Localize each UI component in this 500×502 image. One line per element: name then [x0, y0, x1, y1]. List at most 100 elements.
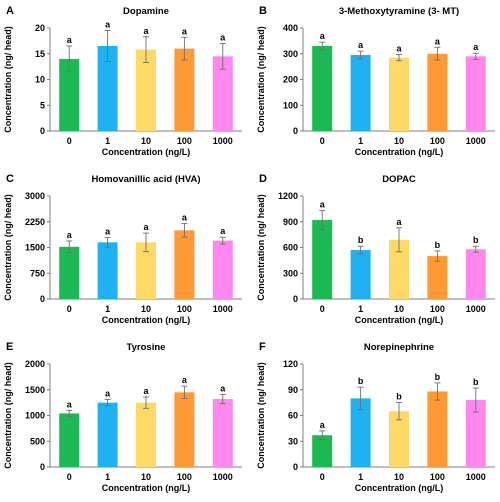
- bar-10: [136, 242, 156, 299]
- x-tick-label: 1000: [213, 304, 233, 314]
- y-tick-label: 3000: [25, 191, 45, 201]
- bar-1000: [465, 249, 486, 299]
- bar-1000: [465, 400, 486, 467]
- bar-10: [136, 402, 156, 467]
- bar-100: [427, 256, 448, 299]
- significance-label: a: [143, 26, 149, 36]
- x-tick-label: 0: [320, 136, 325, 146]
- significance-label: b: [435, 372, 441, 382]
- bar-10: [389, 411, 409, 467]
- significance-label: a: [220, 226, 226, 236]
- y-tick-label: 300: [283, 49, 298, 59]
- chart-panel-c: C Homovanillic acid (HVA) Concentration (n…: [3, 173, 242, 325]
- x-tick-label: 0: [67, 136, 72, 146]
- significance-label: a: [182, 212, 188, 222]
- y-tick-label: 300: [283, 268, 298, 278]
- x-tick-label: 1000: [213, 136, 233, 146]
- chart-title: Norepinephrine: [364, 342, 434, 353]
- y-tick-label: 90: [288, 385, 298, 395]
- y-tick-label: 30: [288, 436, 298, 446]
- bar-0: [59, 413, 80, 467]
- panel-letter: E: [6, 341, 13, 353]
- chart-panel-d: D DOPAC Concentration (ng/ head) 0 300 600 900…: [256, 173, 495, 325]
- y-tick-label: 0: [293, 294, 298, 304]
- y-axis-label: Concentration (ng/ head): [256, 194, 266, 301]
- y-tick-label: 400: [283, 23, 298, 33]
- x-tick-label: 0: [320, 472, 325, 482]
- y-tick-label: 0: [40, 126, 45, 136]
- x-tick-label: 1000: [466, 136, 486, 146]
- x-tick-label: 100: [177, 136, 192, 146]
- bar-1000: [465, 56, 486, 132]
- bar-10: [389, 57, 409, 131]
- y-tick-label: 1500: [25, 243, 45, 253]
- chart-panel-f: F Norepinephrine Concentration (ng/ head) 0…: [256, 341, 495, 493]
- y-axis-label: Concentration (ng/ head): [3, 26, 13, 133]
- significance-label: b: [358, 235, 364, 245]
- bar-1000: [212, 240, 233, 299]
- significance-label: a: [143, 386, 149, 396]
- bar-1000: [212, 399, 233, 467]
- y-tick-label: 100: [283, 100, 298, 110]
- bar-100: [174, 230, 195, 299]
- y-tick-label: 2250: [25, 217, 45, 227]
- bar-1: [350, 250, 371, 299]
- bar-0: [59, 58, 80, 131]
- x-tick-label: 100: [430, 304, 445, 314]
- bar-0: [59, 246, 80, 299]
- significance-label: a: [105, 20, 111, 30]
- y-tick-label: 600: [283, 243, 298, 253]
- significance-label: a: [320, 31, 326, 41]
- panel-letter: A: [6, 5, 14, 17]
- significance-label: a: [320, 420, 326, 430]
- x-tick-label: 1000: [466, 472, 486, 482]
- y-tick-label: 900: [283, 217, 298, 227]
- x-tick-label: 1: [105, 136, 110, 146]
- x-tick-label: 10: [141, 304, 151, 314]
- significance-label: a: [320, 200, 326, 210]
- bar-1: [350, 55, 371, 131]
- x-axis-label: Concentration (ng/L): [102, 483, 191, 493]
- panel-letter: B: [259, 5, 267, 17]
- panel-letter: D: [259, 173, 267, 185]
- y-tick-label: 500: [30, 436, 45, 446]
- significance-label: a: [220, 383, 226, 393]
- x-axis-label: Concentration (ng/L): [355, 147, 444, 157]
- bar-1: [97, 242, 118, 299]
- x-tick-label: 10: [394, 136, 404, 146]
- significance-label: b: [435, 240, 441, 250]
- y-tick-label: 15: [35, 49, 45, 59]
- chart-title: 3-Methoxytyramine (3- MT): [339, 6, 459, 17]
- bar-10: [389, 239, 409, 299]
- x-tick-label: 1: [105, 304, 110, 314]
- x-tick-label: 0: [67, 472, 72, 482]
- x-tick-label: 100: [177, 304, 192, 314]
- chart-title: Tyrosine: [127, 342, 166, 353]
- bar-1: [97, 402, 118, 467]
- y-axis-label: Concentration (ng/ head): [256, 362, 266, 469]
- x-axis-label: Concentration (ng/L): [355, 483, 444, 493]
- significance-label: a: [67, 230, 73, 240]
- significance-label: a: [143, 222, 149, 232]
- bar-10: [136, 49, 156, 131]
- bar-0: [312, 435, 333, 467]
- y-tick-label: 10: [35, 75, 45, 85]
- x-tick-label: 0: [67, 304, 72, 314]
- y-axis-label: Concentration (ng/ head): [256, 26, 266, 133]
- x-tick-label: 10: [141, 136, 151, 146]
- panel-letter: C: [6, 173, 14, 185]
- y-tick-label: 1500: [25, 385, 45, 395]
- chart-title: Homovanillic acid (HVA): [91, 174, 200, 185]
- x-tick-label: 1000: [466, 304, 486, 314]
- significance-label: b: [473, 377, 479, 387]
- significance-label: a: [435, 36, 441, 46]
- significance-label: b: [358, 376, 364, 386]
- y-tick-label: 60: [288, 411, 298, 421]
- y-axis-label: Concentration (ng/ head): [3, 194, 13, 301]
- y-tick-label: 0: [293, 462, 298, 472]
- x-tick-label: 100: [177, 472, 192, 482]
- chart-title: DOPAC: [382, 174, 416, 185]
